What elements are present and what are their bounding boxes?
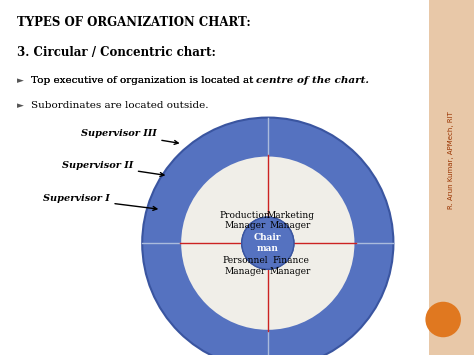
Text: 3. Circular / Concentric chart:: 3. Circular / Concentric chart: bbox=[17, 46, 216, 59]
Text: Top executive of organization is located at: Top executive of organization is located… bbox=[31, 76, 256, 85]
Text: Finance
Manager: Finance Manager bbox=[270, 256, 311, 276]
Text: Top executive of organization is located at: Top executive of organization is located… bbox=[31, 76, 256, 85]
Text: ►: ► bbox=[17, 101, 24, 110]
Bar bbox=[429, 0, 474, 355]
Text: centre of the chart.: centre of the chart. bbox=[256, 76, 369, 85]
Text: TYPES OF ORGANIZATION CHART:: TYPES OF ORGANIZATION CHART: bbox=[17, 16, 250, 29]
Ellipse shape bbox=[425, 302, 461, 337]
Ellipse shape bbox=[180, 155, 356, 331]
Text: R. Arun Kumar, APMech, RIT: R. Arun Kumar, APMech, RIT bbox=[448, 111, 454, 209]
Ellipse shape bbox=[142, 118, 393, 355]
Text: Marketing
Manager: Marketing Manager bbox=[266, 211, 315, 230]
Text: ►: ► bbox=[17, 76, 24, 85]
Text: Personnel
Manager: Personnel Manager bbox=[222, 256, 268, 276]
Text: Production
Manager: Production Manager bbox=[219, 211, 270, 230]
Text: Chair
man: Chair man bbox=[254, 234, 282, 253]
Text: Supervisor III: Supervisor III bbox=[81, 129, 178, 144]
Text: Supervisor I: Supervisor I bbox=[43, 194, 157, 211]
Text: Subordinates are located outside.: Subordinates are located outside. bbox=[31, 101, 208, 110]
Text: Supervisor II: Supervisor II bbox=[62, 160, 164, 176]
Ellipse shape bbox=[242, 217, 294, 269]
Ellipse shape bbox=[242, 217, 294, 269]
